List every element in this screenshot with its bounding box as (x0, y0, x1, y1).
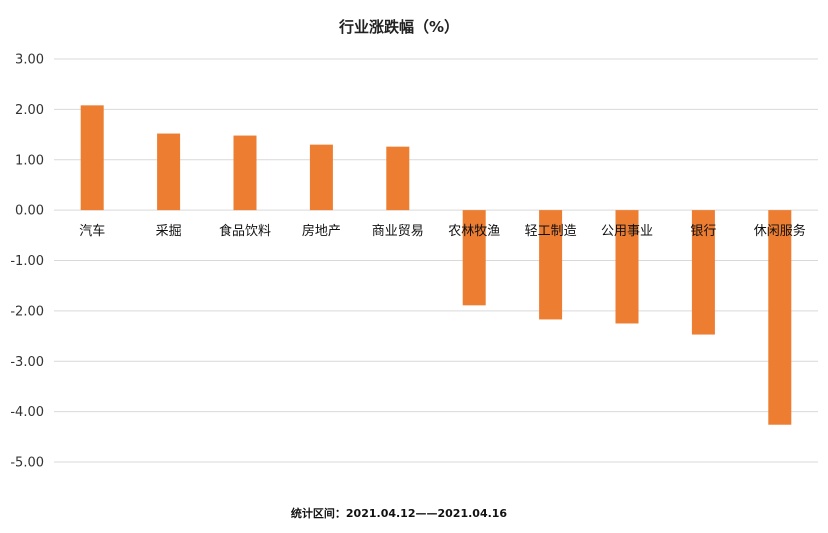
x-axis-categories: 汽车 采掘 食品饮料 房地产 商业贸易 农林牧渔 轻工制造 公用事业 银行 休闲服务 (79, 223, 806, 239)
x-category-label: 银行 (690, 224, 716, 239)
x-category-label: 商业贸易 (372, 224, 424, 239)
chart-title: 行业涨跌幅（%） (338, 18, 459, 36)
bar (691, 210, 715, 335)
bar (539, 210, 563, 320)
bar (309, 144, 333, 211)
bar (615, 210, 639, 324)
bar (157, 133, 181, 211)
y-axis-ticks: 3.00 2.00 1.00 0.00 -1.00 -2.00 -3.00 -4.00 -5.0… (10, 53, 44, 471)
x-category-label: 休闲服务 (754, 223, 806, 239)
y-tick-label: -3.00 (10, 355, 44, 370)
y-tick-label: 1.00 (15, 153, 44, 168)
bar (80, 105, 104, 211)
x-category-label: 公用事业 (601, 224, 653, 239)
y-tick-label: 2.00 (15, 103, 44, 118)
y-tick-label: -1.00 (10, 254, 44, 269)
y-tick-label: 3.00 (15, 53, 44, 68)
x-category-label: 汽车 (79, 223, 105, 239)
x-category-label: 轻工制造 (525, 224, 577, 239)
y-tick-label: 0.00 (15, 204, 44, 219)
x-category-label: 房地产 (302, 223, 341, 239)
bars (80, 105, 792, 425)
y-tick-label: -5.00 (10, 456, 44, 471)
y-tick-label: -2.00 (10, 304, 44, 319)
bar (462, 210, 486, 306)
y-tick-label: -4.00 (10, 405, 44, 420)
bar (386, 146, 410, 211)
date-range-footnote: 统计区间：2021.04.12——2021.04.16 (291, 506, 508, 520)
x-category-label: 食品饮料 (219, 223, 271, 239)
gridlines (54, 58, 818, 463)
x-category-label: 采掘 (156, 224, 182, 239)
x-category-label: 农林牧渔 (448, 224, 500, 239)
bar (233, 135, 257, 211)
bar (768, 210, 792, 425)
